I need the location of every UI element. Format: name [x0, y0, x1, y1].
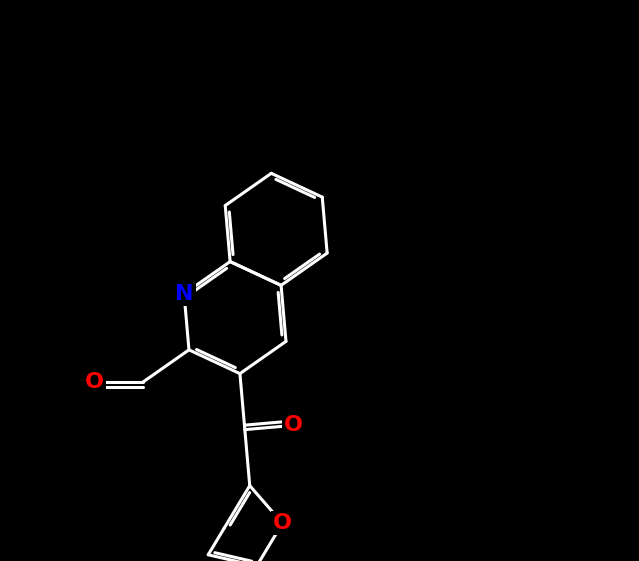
Text: O: O [84, 372, 104, 392]
Text: O: O [284, 415, 303, 435]
Text: N: N [175, 284, 194, 304]
Text: O: O [273, 513, 292, 534]
